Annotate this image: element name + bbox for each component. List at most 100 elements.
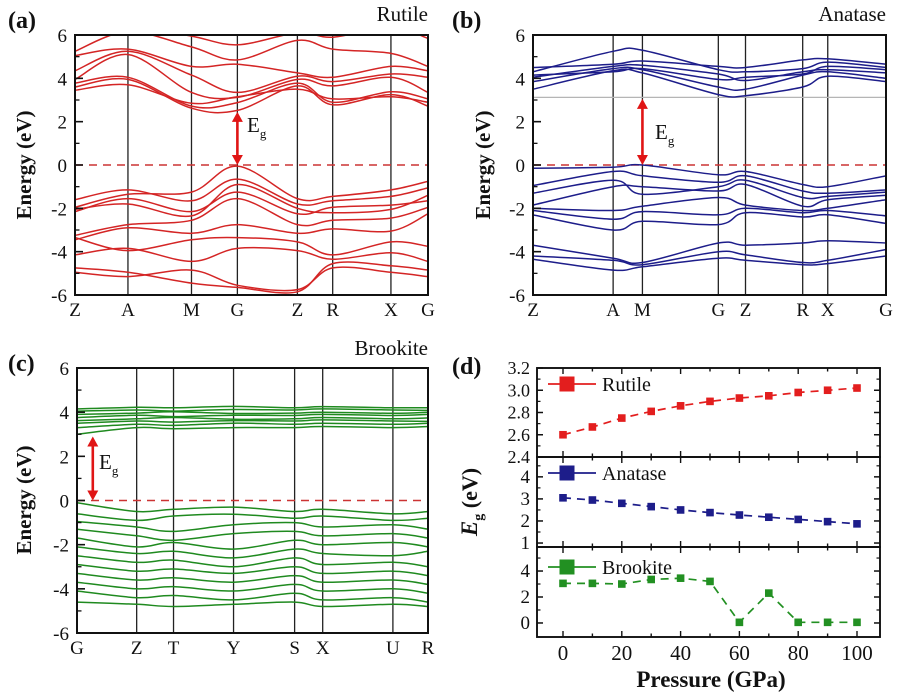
band-curve — [75, 35, 428, 68]
data-point-marker — [765, 513, 773, 522]
kpoint-label: G — [231, 300, 245, 321]
data-point-marker — [676, 506, 685, 514]
y-tick-label: -4 — [53, 580, 69, 601]
y-tick-label: 2 — [60, 447, 70, 468]
band-curve — [75, 261, 428, 294]
data-point-marker — [794, 388, 802, 397]
y-tick-label: -4 — [509, 243, 525, 264]
y-tick-label: 1 — [521, 533, 531, 554]
kpoint-label: X — [821, 300, 835, 321]
band-curve — [77, 501, 428, 515]
data-point-marker — [823, 517, 832, 526]
legend-marker — [559, 465, 575, 481]
eg-symbol: E — [99, 450, 112, 474]
band-curve — [77, 581, 428, 595]
band-curve — [75, 183, 428, 218]
data-point-marker — [647, 575, 655, 584]
y-tick-label: 0 — [516, 156, 526, 177]
panel-b-ylabel: Energy (eV) — [471, 110, 495, 220]
data-point-marker — [735, 394, 744, 402]
panel-a-ylabel: Energy (eV) — [12, 110, 36, 220]
panel-c-eg-label: Eg — [99, 450, 118, 479]
data-point-marker — [618, 499, 626, 508]
y-tick-label: 3 — [521, 489, 531, 510]
band-curve — [77, 572, 428, 586]
band-curve — [77, 413, 428, 419]
panel-c-title: Brookite — [354, 336, 429, 360]
band-curve — [77, 537, 428, 550]
band-curve — [75, 213, 428, 241]
panel-d-ylabel-symbol: E — [457, 520, 482, 537]
kpoint-label: Z — [69, 300, 81, 321]
band-curve — [533, 179, 886, 200]
band-curve — [75, 53, 428, 100]
band-curve — [181, 35, 428, 46]
kpoint-label: G — [711, 300, 725, 321]
x-tick-label: 80 — [788, 641, 809, 665]
eg-subscript: g — [111, 463, 119, 478]
panel-a-band-plot: -6 -4 -2 0 2 4 6 Z A M G Z R X G — [51, 26, 435, 321]
panel-a-letter: (a) — [8, 8, 36, 34]
band-curve — [533, 211, 886, 231]
eg-subscript: g — [667, 133, 675, 148]
band-curve — [533, 170, 886, 195]
data-point-marker — [735, 618, 744, 627]
y-tick-label: 2 — [58, 113, 68, 134]
panel-d-ylabel-unit: (eV) — [457, 467, 482, 514]
eg-symbol: E — [247, 113, 260, 137]
kpoint-label: M — [634, 300, 651, 321]
x-tick-label: 60 — [729, 641, 750, 665]
y-tick-label: 6 — [60, 359, 70, 380]
x-tick-label: 100 — [841, 641, 873, 665]
data-point-marker — [823, 386, 832, 395]
band-lines — [77, 405, 428, 608]
band-curve — [75, 266, 428, 292]
band-curve — [77, 422, 428, 429]
band-curve — [77, 601, 428, 608]
band-curve — [533, 57, 886, 69]
data-point-marker — [765, 392, 773, 400]
eg-arrow — [636, 98, 648, 165]
band-curve — [77, 408, 428, 412]
x-tick-label: 0 — [558, 641, 569, 665]
legend-marker — [559, 376, 575, 392]
panel-d-ylabel: Eg (eV) — [457, 392, 486, 612]
legend-marker — [559, 559, 575, 575]
plot-border — [536, 456, 881, 548]
kpoint-label: U — [386, 638, 400, 659]
band-lines — [75, 35, 428, 294]
data-point-marker — [823, 618, 832, 627]
data-point-marker — [647, 407, 655, 416]
data-point-marker — [794, 515, 802, 524]
y-tick-label: -2 — [509, 199, 525, 220]
y-tick-label: -6 — [53, 624, 69, 645]
y-tick-label: 6 — [58, 26, 68, 47]
y-tick-label: 0 — [58, 156, 68, 177]
kpoint-label: A — [121, 300, 135, 321]
band-curve — [77, 416, 428, 422]
band-curve — [533, 196, 886, 212]
eg-arrow — [231, 111, 243, 165]
data-point-marker — [853, 384, 861, 392]
band-curve — [533, 65, 886, 81]
eg-symbol: E — [655, 120, 668, 144]
band-curve — [75, 77, 428, 114]
band-lines — [533, 47, 886, 272]
band-curve — [77, 419, 428, 424]
band-curve — [75, 48, 428, 79]
y-tick-label: 0 — [521, 613, 531, 634]
y-tick-label: 4 — [521, 467, 531, 488]
plot-border — [536, 546, 881, 638]
y-tick-label: 2 — [521, 587, 531, 608]
panel-a-title: Rutile — [376, 2, 428, 26]
panel-c-letter: (c) — [8, 351, 35, 377]
band-curve — [533, 240, 886, 265]
data-point-marker — [588, 423, 597, 431]
legend-label: Anatase — [602, 463, 667, 485]
y-tick-label: 4 — [58, 69, 68, 90]
kpoint-label: Z — [292, 300, 304, 321]
band-curve — [77, 513, 428, 522]
band-curve — [75, 246, 428, 263]
y-tick-label: -2 — [51, 199, 67, 220]
